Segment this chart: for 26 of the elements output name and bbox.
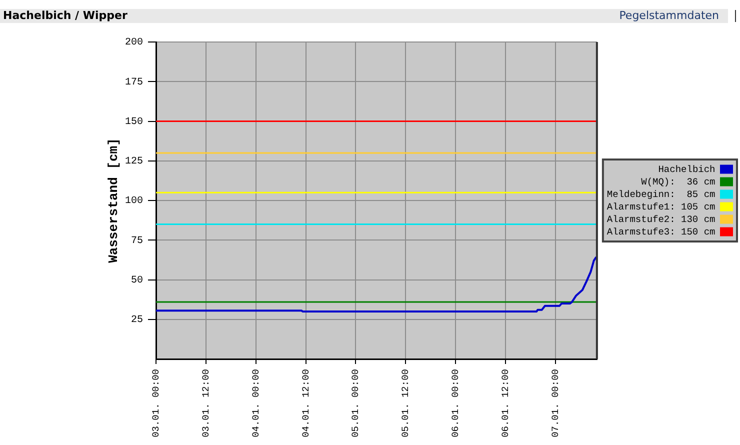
text: Hachelbich / Wipper: [3, 9, 128, 23]
y-tick-label: 125: [124, 156, 143, 168]
legend-label: Meldebeginn: 85 cm: [606, 188, 716, 200]
legend-label: W(MQ): 36 cm: [641, 176, 716, 188]
legend-label: Hachelbich: [658, 164, 716, 175]
y-tick-label: 100: [124, 196, 143, 208]
x-tick-label: 07.01. 00:00: [550, 368, 561, 438]
y-axis-title: Wasserstand [cm]: [106, 138, 122, 263]
x-tick-label: 03.01. 12:00: [200, 368, 212, 438]
x-tick-label: 06.01. 12:00: [500, 368, 511, 438]
x-tick-label: 04.01. 12:00: [300, 368, 312, 438]
y-tick-label: 150: [124, 116, 143, 128]
y-tick-label: 175: [124, 77, 143, 88]
y-tick-label: 75: [130, 236, 143, 247]
x-tick-label: 05.01. 12:00: [400, 368, 412, 438]
legend-label: Alarmstufe3: 150 cm: [606, 226, 716, 238]
x-tick-label: 03.01. 00:00: [150, 368, 162, 438]
x-tick-label: 04.01. 00:00: [250, 368, 262, 438]
y-tick-label: 200: [124, 38, 143, 49]
y-tick-label: 25: [130, 315, 143, 326]
legend-label: Alarmstufe2: 130 cm: [606, 214, 716, 225]
text: Pegelstammdaten: [619, 9, 719, 23]
x-tick-label: 06.01. 00:00: [450, 368, 462, 438]
x-tick-label: 05.01. 00:00: [350, 368, 362, 438]
y-tick-label: 50: [130, 275, 143, 286]
legend-label: Alarmstufe1: 105 cm: [606, 201, 716, 212]
